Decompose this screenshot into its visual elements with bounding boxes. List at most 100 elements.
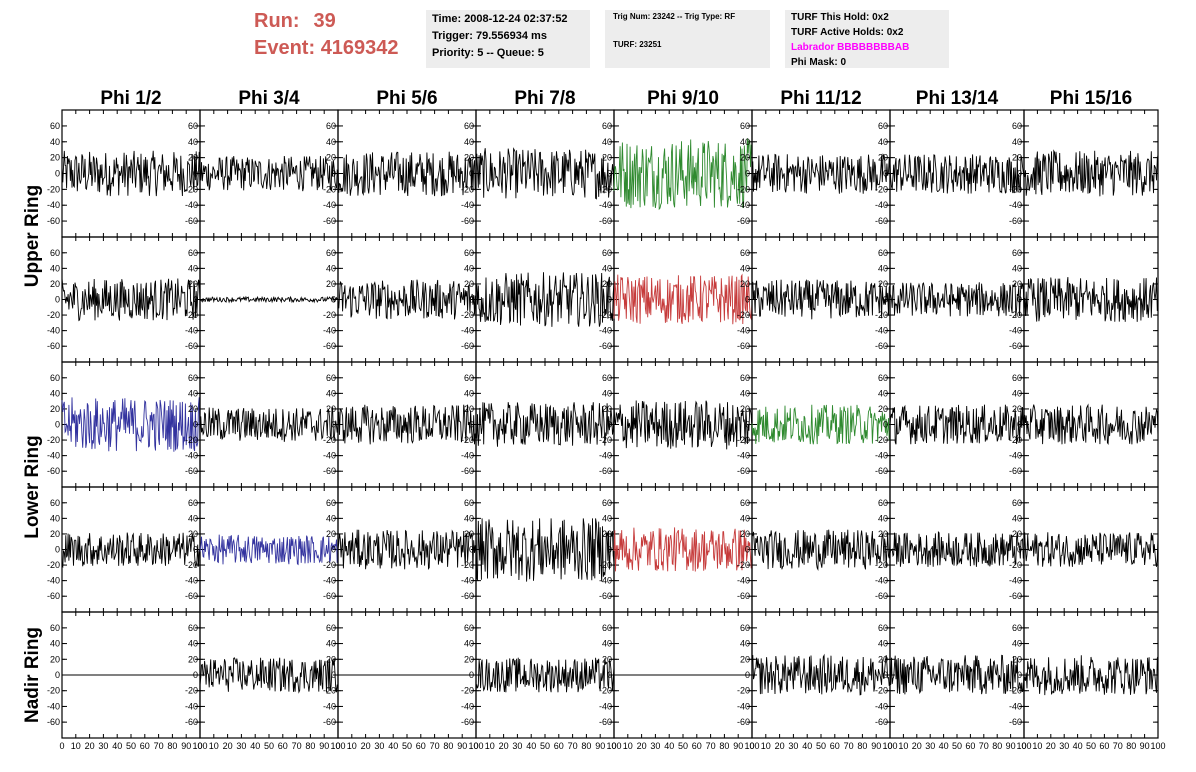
y-tick-label: 40 [50,137,60,147]
y-tick-label: 60 [464,121,474,131]
y-tick-label: 20 [602,279,612,289]
y-tick-label: -40 [1009,451,1022,461]
y-tick-label: -40 [323,200,336,210]
y-tick-label: -40 [461,451,474,461]
y-tick-label: 60 [602,248,612,258]
y-tick-label: -40 [47,576,60,586]
y-tick-label: 0 [331,295,336,305]
y-tick-label: 20 [50,153,60,163]
y-tick-label: -60 [47,591,60,601]
x-tick-label: 30 [374,741,384,751]
x-tick-label: 30 [512,741,522,751]
x-tick-label: 100 [606,741,621,751]
y-tick-label: -20 [875,560,888,570]
y-tick-label: 0 [607,295,612,305]
y-tick-label: 20 [878,529,888,539]
y-tick-label: 20 [1012,654,1022,664]
waveform-trace [199,295,339,304]
y-tick-label: -20 [323,184,336,194]
y-tick-label: 0 [469,295,474,305]
y-tick-label: -60 [737,341,750,351]
waveform-trace [1023,149,1159,197]
trigger-info-box: Trig Num: 23242 -- Trig Type: RF TURF: 2… [605,10,770,68]
x-tick-label: 0 [473,741,478,751]
x-tick-label: 60 [554,741,564,751]
x-tick-label: 80 [305,741,315,751]
y-tick-label: -40 [737,326,750,336]
y-tick-label: 0 [331,169,336,179]
x-tick-label: 90 [457,741,467,751]
x-tick-label: 30 [98,741,108,751]
x-tick-label: 10 [209,741,219,751]
x-tick-label: 100 [1150,741,1165,751]
event-value: 4169342 [320,37,399,59]
y-tick-label: 0 [469,169,474,179]
y-tick-label: -20 [185,184,198,194]
y-tick-label: 40 [602,388,612,398]
y-tick-label: 40 [326,137,336,147]
y-tick-label: 60 [1012,623,1022,633]
y-tick-label: -60 [599,717,612,727]
x-tick-label: 40 [112,741,122,751]
time-text: Time: 2008-12-24 02:37:52 [432,13,568,25]
y-tick-label: 60 [878,623,888,633]
y-tick-label: 40 [602,263,612,273]
x-tick-label: 40 [664,741,674,751]
waveform-trace [61,397,201,452]
y-tick-label: 40 [50,513,60,523]
x-tick-label: 10 [898,741,908,751]
y-tick-label: -60 [1009,717,1022,727]
y-tick-label: 20 [602,153,612,163]
y-tick-label: 40 [464,639,474,649]
y-tick-label: 40 [602,639,612,649]
y-tick-label: -60 [185,717,198,727]
y-tick-label: 20 [464,654,474,664]
x-tick-label: 90 [181,741,191,751]
trigger-text: Trigger: 79.556934 ms [432,30,547,42]
column-title: Phi 5/6 [376,88,437,109]
y-tick-label: 40 [878,513,888,523]
y-tick-label: 40 [740,513,750,523]
x-tick-label: 50 [402,741,412,751]
y-tick-label: -20 [599,310,612,320]
x-tick-label: 0 [1021,741,1026,751]
waveform-trace [751,404,891,445]
row-label: Nadir Ring [22,627,43,723]
x-tick-label: 0 [749,741,754,751]
y-tick-label: 20 [464,279,474,289]
y-tick-label: 0 [1017,670,1022,680]
x-tick-label: 50 [126,741,136,751]
waveform-trace [475,657,615,693]
x-tick-label: 100 [1016,741,1031,751]
y-tick-label: -20 [47,435,60,445]
y-tick-label: -60 [875,717,888,727]
y-tick-label: 60 [326,121,336,131]
y-tick-label: 60 [464,248,474,258]
y-tick-label: -60 [461,466,474,476]
y-tick-label: 60 [188,623,198,633]
y-tick-label: -20 [185,310,198,320]
y-tick-label: 60 [602,121,612,131]
y-tick-label: -20 [323,310,336,320]
y-tick-label: -60 [185,216,198,226]
y-tick-label: -20 [461,310,474,320]
y-tick-label: 60 [1012,248,1022,258]
y-tick-label: 0 [193,670,198,680]
x-tick-label: 10 [347,741,357,751]
y-tick-label: -20 [1009,310,1022,320]
y-tick-label: -20 [47,310,60,320]
y-tick-label: 40 [740,137,750,147]
y-tick-label: -60 [1009,466,1022,476]
y-tick-label: 60 [1012,121,1022,131]
y-tick-label: 0 [745,295,750,305]
y-tick-label: 0 [193,420,198,430]
x-tick-label: 0 [197,741,202,751]
y-tick-label: -60 [323,216,336,226]
y-tick-label: -60 [47,466,60,476]
y-tick-label: 20 [740,529,750,539]
turf-hold-text: TURF This Hold: 0x2 [791,12,889,23]
y-tick-label: 20 [1012,153,1022,163]
x-tick-label: 90 [871,741,881,751]
x-tick-label: 70 [430,741,440,751]
x-tick-label: 20 [912,741,922,751]
